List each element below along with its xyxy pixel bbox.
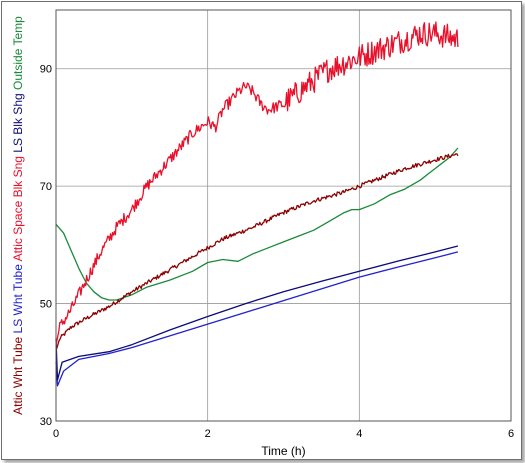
x-tick-label-3: 6 xyxy=(508,428,514,440)
legend-label-2: Attic Space Blk Sng xyxy=(11,156,25,261)
series-line-2 xyxy=(55,21,459,345)
y-tick-label-0: 30 xyxy=(40,416,52,428)
x-tick-label-0: 0 xyxy=(53,428,59,440)
x-tick-label-2: 4 xyxy=(356,428,362,440)
legend-label-0: Attic Wht Tube xyxy=(11,336,25,414)
legend-label-3: LS Blk Shg xyxy=(11,93,25,152)
x-axis-label: Time (h) xyxy=(261,444,305,458)
series-line-3 xyxy=(55,245,459,381)
legend-label-4: Outside Temp xyxy=(11,16,25,90)
tick-labels: 0 2 4 6 30 50 70 90 xyxy=(40,64,514,440)
series-lines xyxy=(55,21,459,387)
y-tick-label-3: 90 xyxy=(40,64,52,76)
legend-label-1: LS Wht Tube xyxy=(11,264,25,334)
x-tick-label-1: 2 xyxy=(205,428,211,440)
y-tick-label-2: 70 xyxy=(40,181,52,193)
series-line-4 xyxy=(55,147,459,301)
plot-background xyxy=(56,10,511,421)
plot-border xyxy=(55,9,512,422)
series-line-1 xyxy=(55,251,459,387)
y-axis-legend: Attic Wht Tube LS Wht Tube Attic Space B… xyxy=(11,16,25,415)
y-tick-label-1: 50 xyxy=(40,299,52,311)
series-line-0 xyxy=(55,153,459,351)
